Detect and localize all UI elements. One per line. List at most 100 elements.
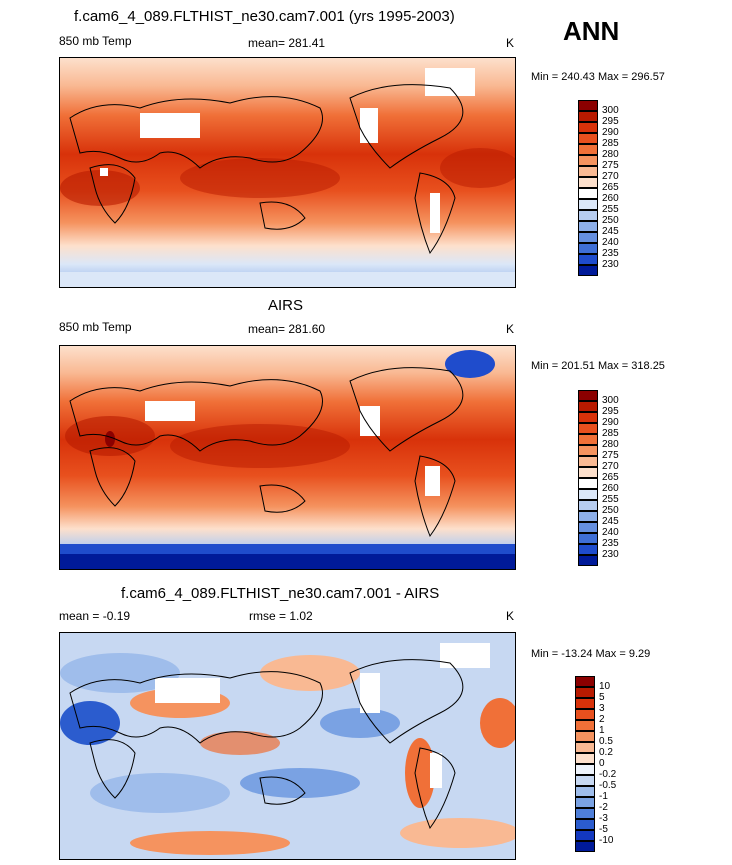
panel1-colorbar-swatch	[578, 144, 598, 155]
panel3-colorbar-swatch	[575, 797, 595, 808]
panel1-minmax: Min = 240.43 Max = 296.57	[531, 71, 665, 83]
panel2-colorbar-swatch	[578, 390, 598, 401]
panel2-colorbar-swatch	[578, 511, 598, 522]
panel3-colorbar-tick: 3	[599, 703, 605, 714]
panel3-colorbar-swatch	[575, 731, 595, 742]
panel3-colorbar-tick: 5	[599, 692, 605, 703]
panel2-colorbar-tick: 285	[602, 428, 619, 439]
panel3-colorbar-swatch	[575, 742, 595, 753]
panel2-colorbar-tick: 245	[602, 516, 619, 527]
panel1-colorbar-swatch	[578, 254, 598, 265]
panel1-colorbar-swatch	[578, 210, 598, 221]
panel1-colorbar-swatch	[578, 243, 598, 254]
panel1-colorbar-swatch	[578, 133, 598, 144]
panel2-colorbar-swatch	[578, 467, 598, 478]
panel1-mean-label: mean= 281.41	[248, 36, 326, 50]
panel3-minmax: Min = -13.24 Max = 9.29	[531, 648, 651, 660]
panel3-colorbar-swatch	[575, 786, 595, 797]
panel1-colorbar-swatch	[578, 166, 598, 177]
panel3-colorbar-swatch	[575, 841, 595, 852]
panel3-colorbar-swatch	[575, 775, 595, 786]
panel2-colorbar-swatch	[578, 412, 598, 423]
panel1-colorbar-tick: 255	[602, 204, 619, 215]
panel1-colorbar-swatch	[578, 221, 598, 232]
panel3-colorbar-swatch	[575, 764, 595, 775]
panel1-colorbar-tick: 235	[602, 248, 619, 259]
panel1-colorbar-swatch	[578, 111, 598, 122]
panel2-colorbar-swatch	[578, 544, 598, 555]
panel2-units-label: K	[506, 322, 515, 336]
panel3-colorbar-tick: 0.2	[599, 747, 613, 758]
panel3-colorbar-tick: -2	[599, 802, 608, 813]
panel3-colorbar-swatch	[575, 720, 595, 731]
panel3-colorbar-swatch	[575, 808, 595, 819]
panel3-colorbar-tick: 10	[599, 681, 611, 692]
panel3-colorbar-tick: 0	[599, 758, 605, 769]
panel1-colorbar-tick: 280	[602, 149, 619, 160]
panel1-colorbar-tick: 300	[602, 105, 619, 116]
panel3-units-label: K	[506, 609, 515, 623]
panel2-colorbar-swatch	[578, 533, 598, 544]
panel2-map	[59, 345, 516, 570]
panel3-mean-label: mean = -0.19	[59, 609, 131, 623]
panel3-colorbar-swatch	[575, 819, 595, 830]
panel2-mean-label: mean= 281.60	[248, 322, 326, 336]
panel3-colorbar-tick: -0.5	[599, 780, 617, 791]
panel2-colorbar-swatch	[578, 401, 598, 412]
panel1-colorbar-tick: 250	[602, 215, 619, 226]
panel1-map-svg	[60, 58, 515, 287]
panel2-title: AIRS	[268, 297, 304, 314]
panel1-colorbar-tick: 285	[602, 138, 619, 149]
panel3-colorbar-swatch	[575, 698, 595, 709]
panel2-colorbar-swatch	[578, 445, 598, 456]
panel1-colorbar-tick: 260	[602, 193, 619, 204]
panel3-colorbar-swatch	[575, 687, 595, 698]
panel3-colorbar-tick: -5	[599, 824, 608, 835]
panel2-colorbar-tick: 295	[602, 406, 619, 417]
panel1-colorbar-tick: 230	[602, 259, 619, 270]
panel2-colorbar-swatch	[578, 478, 598, 489]
panel2-colorbar-swatch	[578, 555, 598, 566]
panel3-colorbar-tick: -3	[599, 813, 608, 824]
panel2-left-label: 850 mb Temp	[59, 320, 132, 334]
panel1-colorbar-swatch	[578, 100, 598, 111]
panel3-map-svg	[60, 633, 515, 859]
panel2-colorbar-tick: 275	[602, 450, 619, 461]
panel3-colorbar-tick: 1	[599, 725, 605, 736]
panel2-colorbar-tick: 230	[602, 549, 619, 560]
panel3-rmse-label: rmse = 1.02	[249, 609, 313, 623]
panel2-colorbar-swatch	[578, 423, 598, 434]
panel3-map	[59, 632, 516, 860]
panel1-colorbar-swatch	[578, 265, 598, 276]
panel1-colorbar-tick: 270	[602, 171, 619, 182]
panel1-map	[59, 57, 516, 288]
panel1-colorbar-tick: 295	[602, 116, 619, 127]
panel2-colorbar-tick: 300	[602, 395, 619, 406]
panel1-left-label: 850 mb Temp	[59, 34, 132, 48]
panel1-colorbar-swatch	[578, 122, 598, 133]
panel2-map-svg	[60, 346, 515, 569]
panel1-colorbar-tick: 275	[602, 160, 619, 171]
panel2-colorbar-tick: 235	[602, 538, 619, 549]
panel3-colorbar-swatch	[575, 709, 595, 720]
panel2-colorbar-swatch	[578, 522, 598, 533]
panel3-colorbar-tick: -0.2	[599, 769, 617, 780]
panel1-colorbar-swatch	[578, 199, 598, 210]
panel2-colorbar-tick: 265	[602, 472, 619, 483]
panel2-colorbar-tick: 255	[602, 494, 619, 505]
panel2-colorbar-swatch	[578, 434, 598, 445]
panel2-colorbar-tick: 250	[602, 505, 619, 516]
panel1-colorbar-swatch	[578, 155, 598, 166]
panel2-colorbar-tick: 240	[602, 527, 619, 538]
panel3-colorbar-tick: -1	[599, 791, 608, 802]
panel3-colorbar-swatch	[575, 830, 595, 841]
panel3-colorbar-tick: -10	[599, 835, 614, 846]
panel2-colorbar-swatch	[578, 456, 598, 467]
panel2-colorbar-swatch	[578, 489, 598, 500]
panel3-title: f.cam6_4_089.FLTHIST_ne30.cam7.001 - AIR…	[121, 585, 440, 602]
panel3-colorbar-swatch	[575, 676, 595, 687]
panel2-colorbar-swatch	[578, 500, 598, 511]
panel1-colorbar-tick: 245	[602, 226, 619, 237]
season-label: ANN	[563, 16, 620, 46]
panel1-colorbar-tick: 240	[602, 237, 619, 248]
